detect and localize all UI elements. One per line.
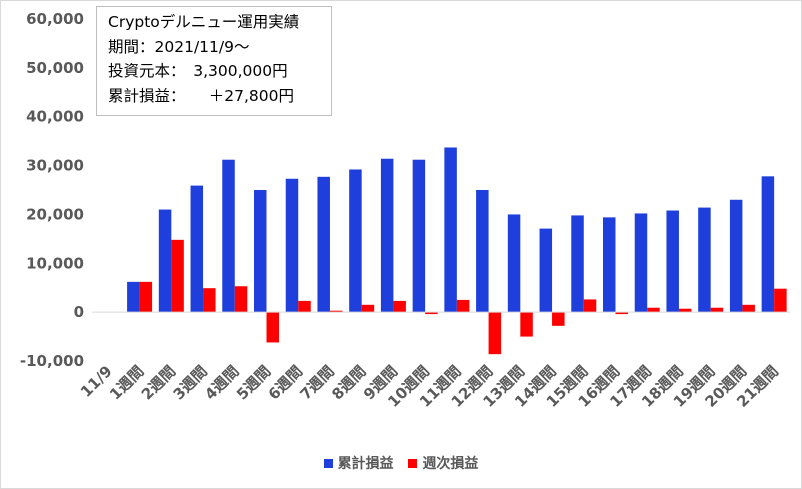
bar-cumulative [603, 217, 616, 313]
info-principal: 投資元本： 3,300,000円 [108, 62, 288, 80]
legend-label-cumulative: 累計損益 [337, 456, 394, 472]
y-tick-label: 40,000 [26, 108, 84, 126]
bar-weekly [203, 288, 216, 313]
info-cumulative-profit: 累計損益： ＋27,800円 [108, 86, 294, 105]
bar-cumulative [444, 147, 457, 313]
bar-weekly [139, 281, 153, 313]
bar-weekly [329, 310, 343, 313]
bar-weekly [488, 312, 502, 355]
bar-cumulative [539, 228, 553, 313]
bar-weekly [583, 299, 597, 313]
bar-weekly [647, 307, 660, 313]
y-tick-label: 50,000 [26, 59, 84, 77]
bar-cumulative [571, 215, 584, 313]
bar-weekly [234, 286, 248, 313]
legend-swatch-cumulative [323, 459, 333, 468]
bar-weekly [298, 300, 311, 313]
legend: 累計損益 週次損益 [0, 453, 802, 473]
y-tick-label: 20,000 [26, 205, 84, 223]
x-tick-label: 2週間 [138, 362, 179, 403]
info-title: Cryptoデルニュー運用実績 [108, 13, 300, 31]
info-box: Cryptoデルニュー運用実績 期間：2021/11/9～ 投資元本： 3,30… [96, 6, 332, 116]
bar-weekly [742, 304, 755, 313]
bar-weekly [552, 312, 565, 326]
x-tick-label: 8週間 [328, 362, 369, 403]
bar-weekly [456, 299, 470, 313]
legend-label-weekly: 週次損益 [422, 456, 479, 472]
x-tick-label: 7週間 [296, 362, 337, 403]
bar-cumulative [476, 190, 489, 313]
x-tick-label: 1週間 [106, 362, 147, 403]
legend-item-cumulative: 累計損益 [323, 453, 394, 473]
bar-cumulative [285, 178, 299, 313]
bar-cumulative [761, 176, 775, 313]
bar-cumulative [666, 210, 679, 313]
y-axis: -10,000 0 10,000 20,000 30,000 40,000 50,000 60… [20, 10, 84, 370]
x-tick-label: 4週間 [201, 362, 242, 403]
bar-weekly [774, 288, 787, 313]
y-tick-label: 60,000 [26, 10, 84, 28]
bar-cumulative [349, 169, 362, 313]
bar-cumulative [729, 199, 743, 313]
y-tick-label: -10,000 [20, 352, 84, 370]
y-tick-label: 30,000 [26, 157, 84, 175]
bar-cumulative [127, 281, 140, 313]
bar-cumulative [698, 207, 711, 313]
bar-cumulative [507, 214, 521, 313]
bar-cumulative [190, 185, 204, 313]
bar-weekly [425, 312, 438, 315]
y-tick-label: 10,000 [26, 254, 84, 272]
bar-cumulative [412, 159, 426, 313]
bar-cumulative [317, 176, 330, 313]
legend-item-weekly: 週次損益 [408, 453, 478, 473]
x-axis: 11/91週間2週間3週間4週間5週間6週間7週間8週間9週間10週間11週間1… [77, 362, 782, 411]
y-tick-label: 0 [74, 303, 84, 321]
bar-cumulative [380, 158, 394, 313]
x-tick-label: 3週間 [170, 362, 211, 403]
bar-weekly [520, 312, 533, 337]
bars [127, 147, 787, 355]
bar-cumulative [158, 209, 172, 313]
bar-cumulative [222, 159, 235, 313]
x-tick-label: 6週間 [265, 362, 306, 403]
bar-weekly [361, 304, 375, 313]
legend-swatch-weekly [408, 459, 418, 468]
bar-weekly [393, 300, 406, 313]
bar-weekly [266, 312, 279, 343]
bar-weekly [615, 312, 628, 315]
bar-weekly [710, 307, 724, 313]
bar-cumulative [254, 190, 267, 313]
bar-weekly [678, 308, 692, 313]
bar-cumulative [634, 213, 648, 313]
x-tick-label: 5週間 [233, 362, 274, 403]
bar-weekly [171, 239, 184, 313]
info-period: 期間：2021/11/9～ [108, 37, 250, 56]
